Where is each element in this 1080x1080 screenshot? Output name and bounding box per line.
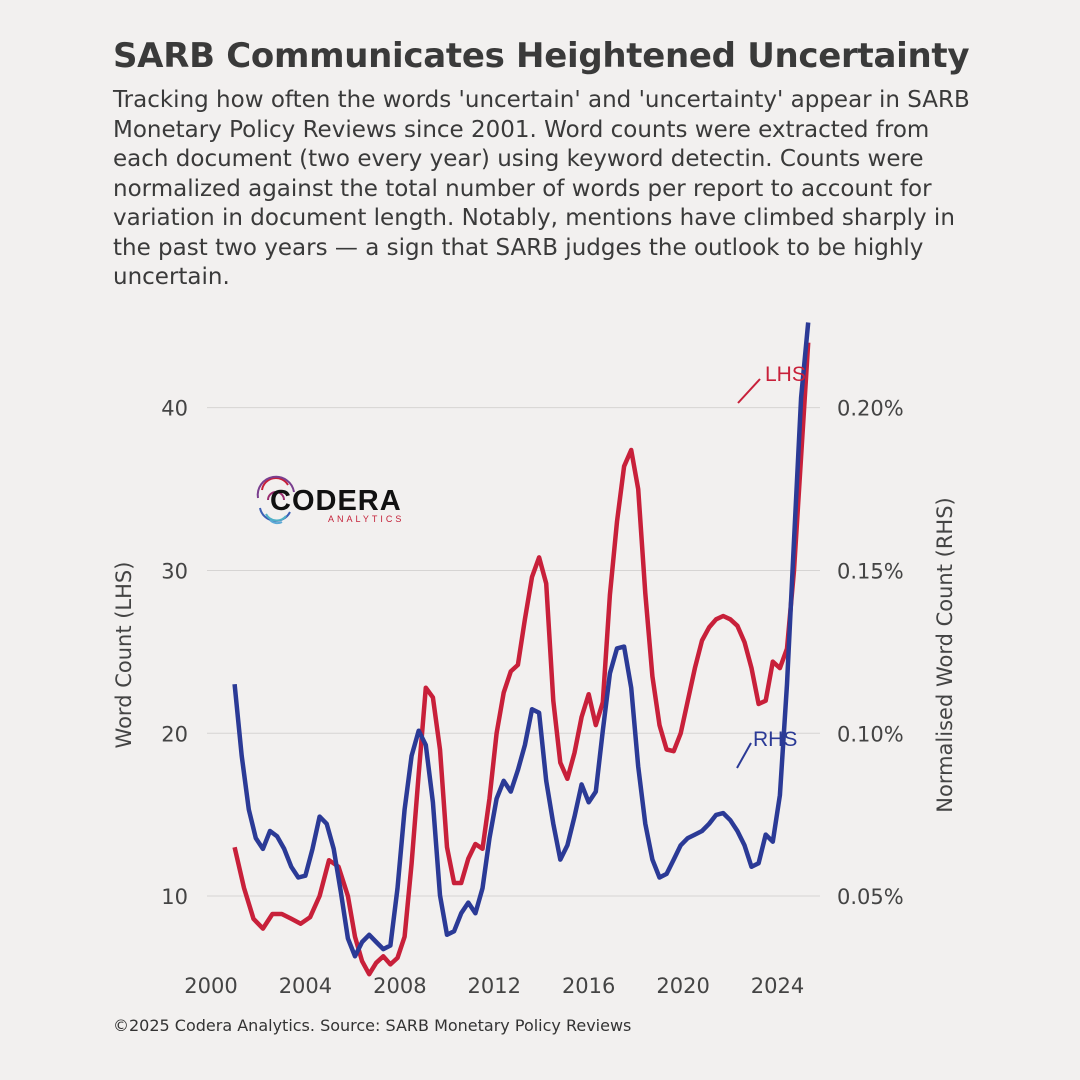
left-axis-title: Word Count (LHS) — [112, 562, 136, 749]
left-tick-label: 40 — [161, 397, 188, 421]
logo-tagline: ANALYTICS — [328, 514, 404, 524]
series-line-lhs — [232, 342, 811, 977]
left-tick-label: 20 — [161, 722, 188, 746]
x-tick-label: 2016 — [562, 974, 615, 998]
lhs-annotation-leader — [737, 378, 761, 404]
rhs-annotation: RHS — [753, 728, 797, 751]
logo-wordmark: CODERA — [270, 485, 402, 517]
left-tick-label: 10 — [161, 885, 188, 909]
series-annotations: LHS RHS — [736, 363, 806, 769]
grid-lines — [207, 407, 820, 897]
x-tick-label: 2012 — [468, 974, 521, 998]
left-tick-label: 30 — [161, 559, 188, 583]
lhs-annotation: LHS — [765, 363, 806, 386]
right-axis-title: Normalised Word Count (RHS) — [933, 497, 957, 812]
right-tick-label: 0.05% — [837, 885, 904, 909]
x-tick-label: 2020 — [656, 974, 709, 998]
codera-logo: CODERA ANALYTICS — [256, 475, 404, 525]
x-tick-label: 2004 — [279, 974, 332, 998]
axis-ticks: 10 0.05% 20 0.10% 30 0.15% 40 0.20% 2000 2004 2008… — [161, 397, 903, 998]
series-line-rhs — [232, 322, 811, 959]
rhs-annotation-leader — [736, 742, 752, 769]
right-tick-label: 0.10% — [837, 722, 904, 746]
right-tick-label: 0.15% — [837, 559, 904, 583]
chart-title: SARB Communicates Heightened Uncertainty — [113, 36, 970, 76]
x-tick-label: 2000 — [184, 974, 237, 998]
chart-subtitle: Tracking how often the words 'uncertain'… — [113, 87, 970, 290]
series-lines — [232, 322, 811, 977]
x-tick-label: 2024 — [751, 974, 804, 998]
fingerprint-icon — [256, 475, 295, 525]
footer-source: ©2025 Codera Analytics. Source: SARB Mon… — [113, 1016, 632, 1035]
right-tick-label: 0.20% — [837, 397, 904, 421]
x-tick-label: 2008 — [373, 974, 426, 998]
